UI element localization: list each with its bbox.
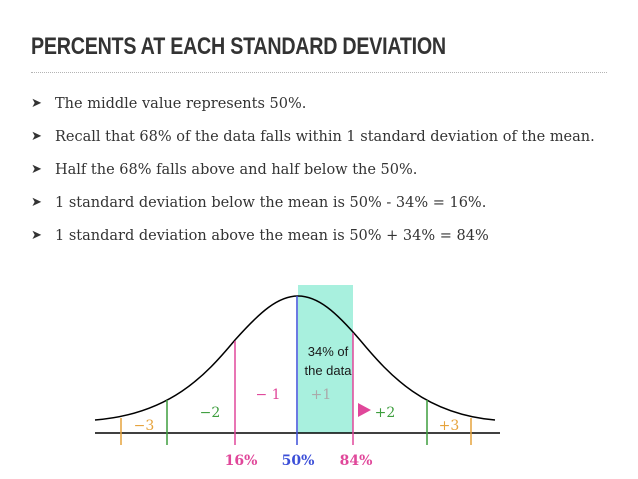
bell-curve <box>94 295 496 421</box>
plus1-label: +1 <box>311 387 332 403</box>
percent-16-label: 16% <box>225 453 258 469</box>
arrowhead-icon: ➤ <box>31 195 42 210</box>
bullet-item: ➤ Half the 68% falls above and half below… <box>31 159 611 181</box>
bullet-item: ➤ 1 standard deviation below the mean is … <box>31 192 611 214</box>
bullet-list: ➤ The middle value represents 50%. ➤ Recal… <box>31 93 611 258</box>
pointer-triangle-icon <box>358 403 371 417</box>
arrowhead-icon: ➤ <box>31 129 42 144</box>
arrowhead-icon: ➤ <box>31 228 42 243</box>
shaded-region-34-percent <box>298 285 353 433</box>
slide-title: PERCENTS AT EACH STANDARD DEVIATION <box>31 33 446 60</box>
shaded-label-line2: the data <box>305 363 353 378</box>
percent-84-label: 84% <box>340 453 373 469</box>
minus3-label: −3 <box>134 418 155 434</box>
minus1-label: − 1 <box>255 387 280 403</box>
arrowhead-icon: ➤ <box>31 162 42 177</box>
bullet-item: ➤ The middle value represents 50%. <box>31 93 611 115</box>
bullet-text: 1 standard deviation below the mean is 5… <box>55 195 487 211</box>
bullet-item: ➤ Recall that 68% of the data falls withi… <box>31 126 611 148</box>
shaded-label-line1: 34% of <box>308 344 349 359</box>
bullet-item: ➤ 1 standard deviation above the mean is … <box>31 225 611 247</box>
plus3-label: +3 <box>439 418 460 434</box>
minus2-label: −2 <box>200 405 221 421</box>
arrowhead-icon: ➤ <box>31 96 42 111</box>
bullet-text: Recall that 68% of the data falls within… <box>55 129 595 145</box>
bullet-text: 1 standard deviation above the mean is 5… <box>55 228 489 244</box>
percent-50-label: 50% <box>282 453 315 469</box>
plus2-label: +2 <box>375 405 396 421</box>
title-divider <box>31 72 607 73</box>
bullet-text: Half the 68% falls above and half below … <box>55 162 418 178</box>
bullet-text: The middle value represents 50%. <box>55 96 307 112</box>
